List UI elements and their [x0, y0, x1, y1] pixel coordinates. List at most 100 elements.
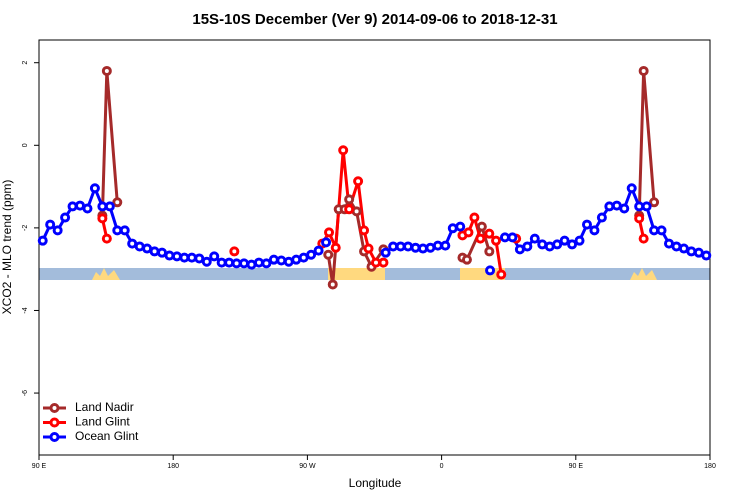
data-point	[641, 201, 652, 212]
data-point	[45, 219, 56, 230]
data-point	[589, 225, 600, 236]
data-point	[344, 204, 355, 215]
data-point	[417, 243, 428, 254]
data-point	[378, 257, 389, 268]
data-point	[330, 242, 341, 253]
data-point	[60, 212, 71, 223]
y-tick-label: 0	[22, 143, 29, 147]
data-point	[283, 256, 294, 267]
data-point	[363, 243, 374, 254]
data-point	[370, 257, 381, 268]
chart-title: 15S-10S December (Ver 9) 2014-09-06 to 2…	[192, 11, 557, 28]
data-point	[246, 259, 257, 270]
y-axis-label: XCO2 - MLO trend (ppm)	[0, 180, 14, 315]
data-point	[440, 240, 451, 251]
data-point	[101, 233, 112, 244]
data-point	[425, 242, 436, 253]
data-point	[229, 246, 240, 257]
data-point	[663, 238, 674, 249]
data-point	[324, 227, 335, 238]
data-point	[581, 219, 592, 230]
data-point	[164, 250, 175, 261]
data-point	[463, 227, 474, 238]
data-point	[186, 252, 197, 263]
x-tick-label: 90 E	[569, 463, 584, 470]
data-point	[231, 258, 242, 269]
series-line	[321, 150, 384, 265]
data-point	[82, 203, 93, 214]
data-point	[701, 250, 712, 261]
y-tick-label: -6	[22, 390, 29, 396]
data-point	[634, 213, 645, 224]
data-point	[127, 238, 138, 249]
data-point	[179, 252, 190, 263]
data-point	[671, 241, 682, 252]
data-point	[313, 245, 324, 256]
x-tick-label: 0	[440, 463, 444, 470]
data-point	[432, 240, 443, 251]
data-point	[475, 233, 486, 244]
data-point	[544, 241, 555, 252]
data-point	[209, 251, 220, 262]
data-point	[507, 232, 518, 243]
data-point	[499, 232, 510, 243]
data-point	[321, 237, 332, 248]
data-point	[134, 241, 145, 252]
data-point	[359, 225, 370, 236]
data-point	[496, 269, 507, 280]
data-point	[626, 183, 637, 194]
data-point	[157, 247, 168, 258]
data-point	[485, 265, 496, 276]
data-point	[298, 252, 309, 263]
data-point	[323, 249, 334, 260]
data-point	[224, 257, 235, 268]
x-tick-label: 180	[167, 463, 179, 470]
x-tick-label: 90 E	[32, 463, 47, 470]
data-point	[171, 251, 182, 262]
data-point	[678, 243, 689, 254]
legend-label: Ocean Glint	[75, 429, 139, 443]
data-point	[649, 225, 660, 236]
data-point	[529, 233, 540, 244]
data-point	[101, 65, 112, 76]
data-point	[574, 235, 585, 246]
data-point	[447, 223, 458, 234]
data-point	[484, 228, 495, 239]
data-point	[469, 212, 480, 223]
data-point	[461, 254, 472, 265]
data-point	[194, 253, 205, 264]
data-point	[455, 221, 466, 232]
data-point	[97, 213, 108, 224]
data-point	[656, 225, 667, 236]
data-point	[514, 244, 525, 255]
data-point	[611, 200, 622, 211]
data-point	[201, 256, 212, 267]
data-point	[75, 200, 86, 211]
plot-frame	[38, 39, 711, 456]
data-point	[104, 201, 115, 212]
y-tick-label: -4	[22, 307, 29, 313]
data-point	[253, 257, 264, 268]
data-point	[351, 206, 362, 217]
series-line	[637, 70, 656, 216]
data-point	[344, 194, 355, 205]
data-point	[686, 246, 697, 257]
data-point	[89, 183, 100, 194]
data-point	[634, 201, 645, 212]
y-tick-label: 2	[22, 61, 29, 65]
x-axis-label: Longitude	[349, 476, 402, 490]
data-point	[216, 257, 227, 268]
legend-label: Land Nadir	[75, 400, 134, 414]
legend-label: Land Glint	[75, 415, 130, 429]
data-point	[619, 203, 630, 214]
data-point	[491, 235, 502, 246]
data-point	[97, 201, 108, 212]
data-point	[52, 225, 63, 236]
data-point	[693, 247, 704, 258]
data-point	[112, 225, 123, 236]
data-point	[119, 225, 130, 236]
data-point	[261, 258, 272, 269]
data-point	[353, 176, 364, 187]
data-point	[37, 235, 48, 246]
